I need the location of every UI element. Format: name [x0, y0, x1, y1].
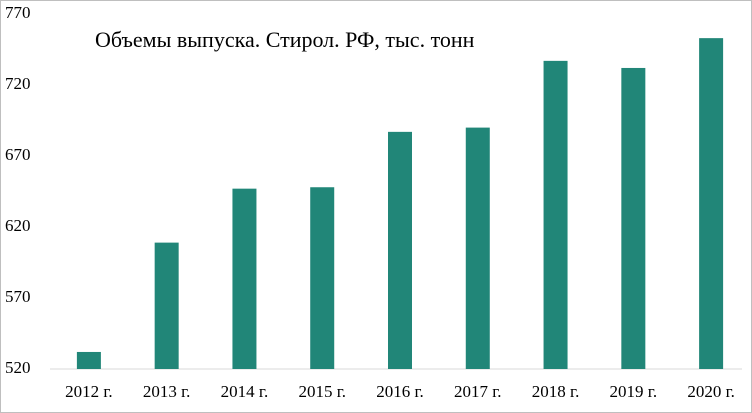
bar	[232, 188, 257, 369]
x-tick-label: 2019 г.	[610, 382, 658, 401]
bar	[621, 67, 646, 370]
x-tick-label: 2013 г.	[143, 382, 191, 401]
bar	[543, 60, 568, 370]
x-tick-label: 2014 г.	[221, 382, 269, 401]
bar	[154, 242, 179, 369]
bar	[388, 131, 412, 369]
bar	[699, 38, 724, 369]
x-tick-label: 2015 г.	[298, 382, 346, 401]
y-tick-label: 520	[5, 358, 31, 377]
x-tick-label: 2016 г.	[376, 382, 424, 401]
y-tick-label: 620	[5, 216, 31, 235]
x-tick-label: 2018 г.	[532, 382, 580, 401]
bar	[76, 351, 101, 369]
x-tick-label: 2020 г.	[687, 382, 735, 401]
y-tick-label: 570	[5, 287, 31, 306]
x-tick-label: 2012 г.	[65, 382, 113, 401]
x-tick-label: 2017 г.	[454, 382, 502, 401]
y-tick-label: 720	[5, 74, 31, 93]
bar	[465, 127, 490, 369]
y-tick-label: 670	[5, 145, 31, 164]
y-tick-label: 770	[5, 3, 31, 22]
chart-title: Объемы выпуска. Стирол. РФ, тыс. тонн	[95, 27, 475, 52]
bar	[310, 187, 335, 369]
